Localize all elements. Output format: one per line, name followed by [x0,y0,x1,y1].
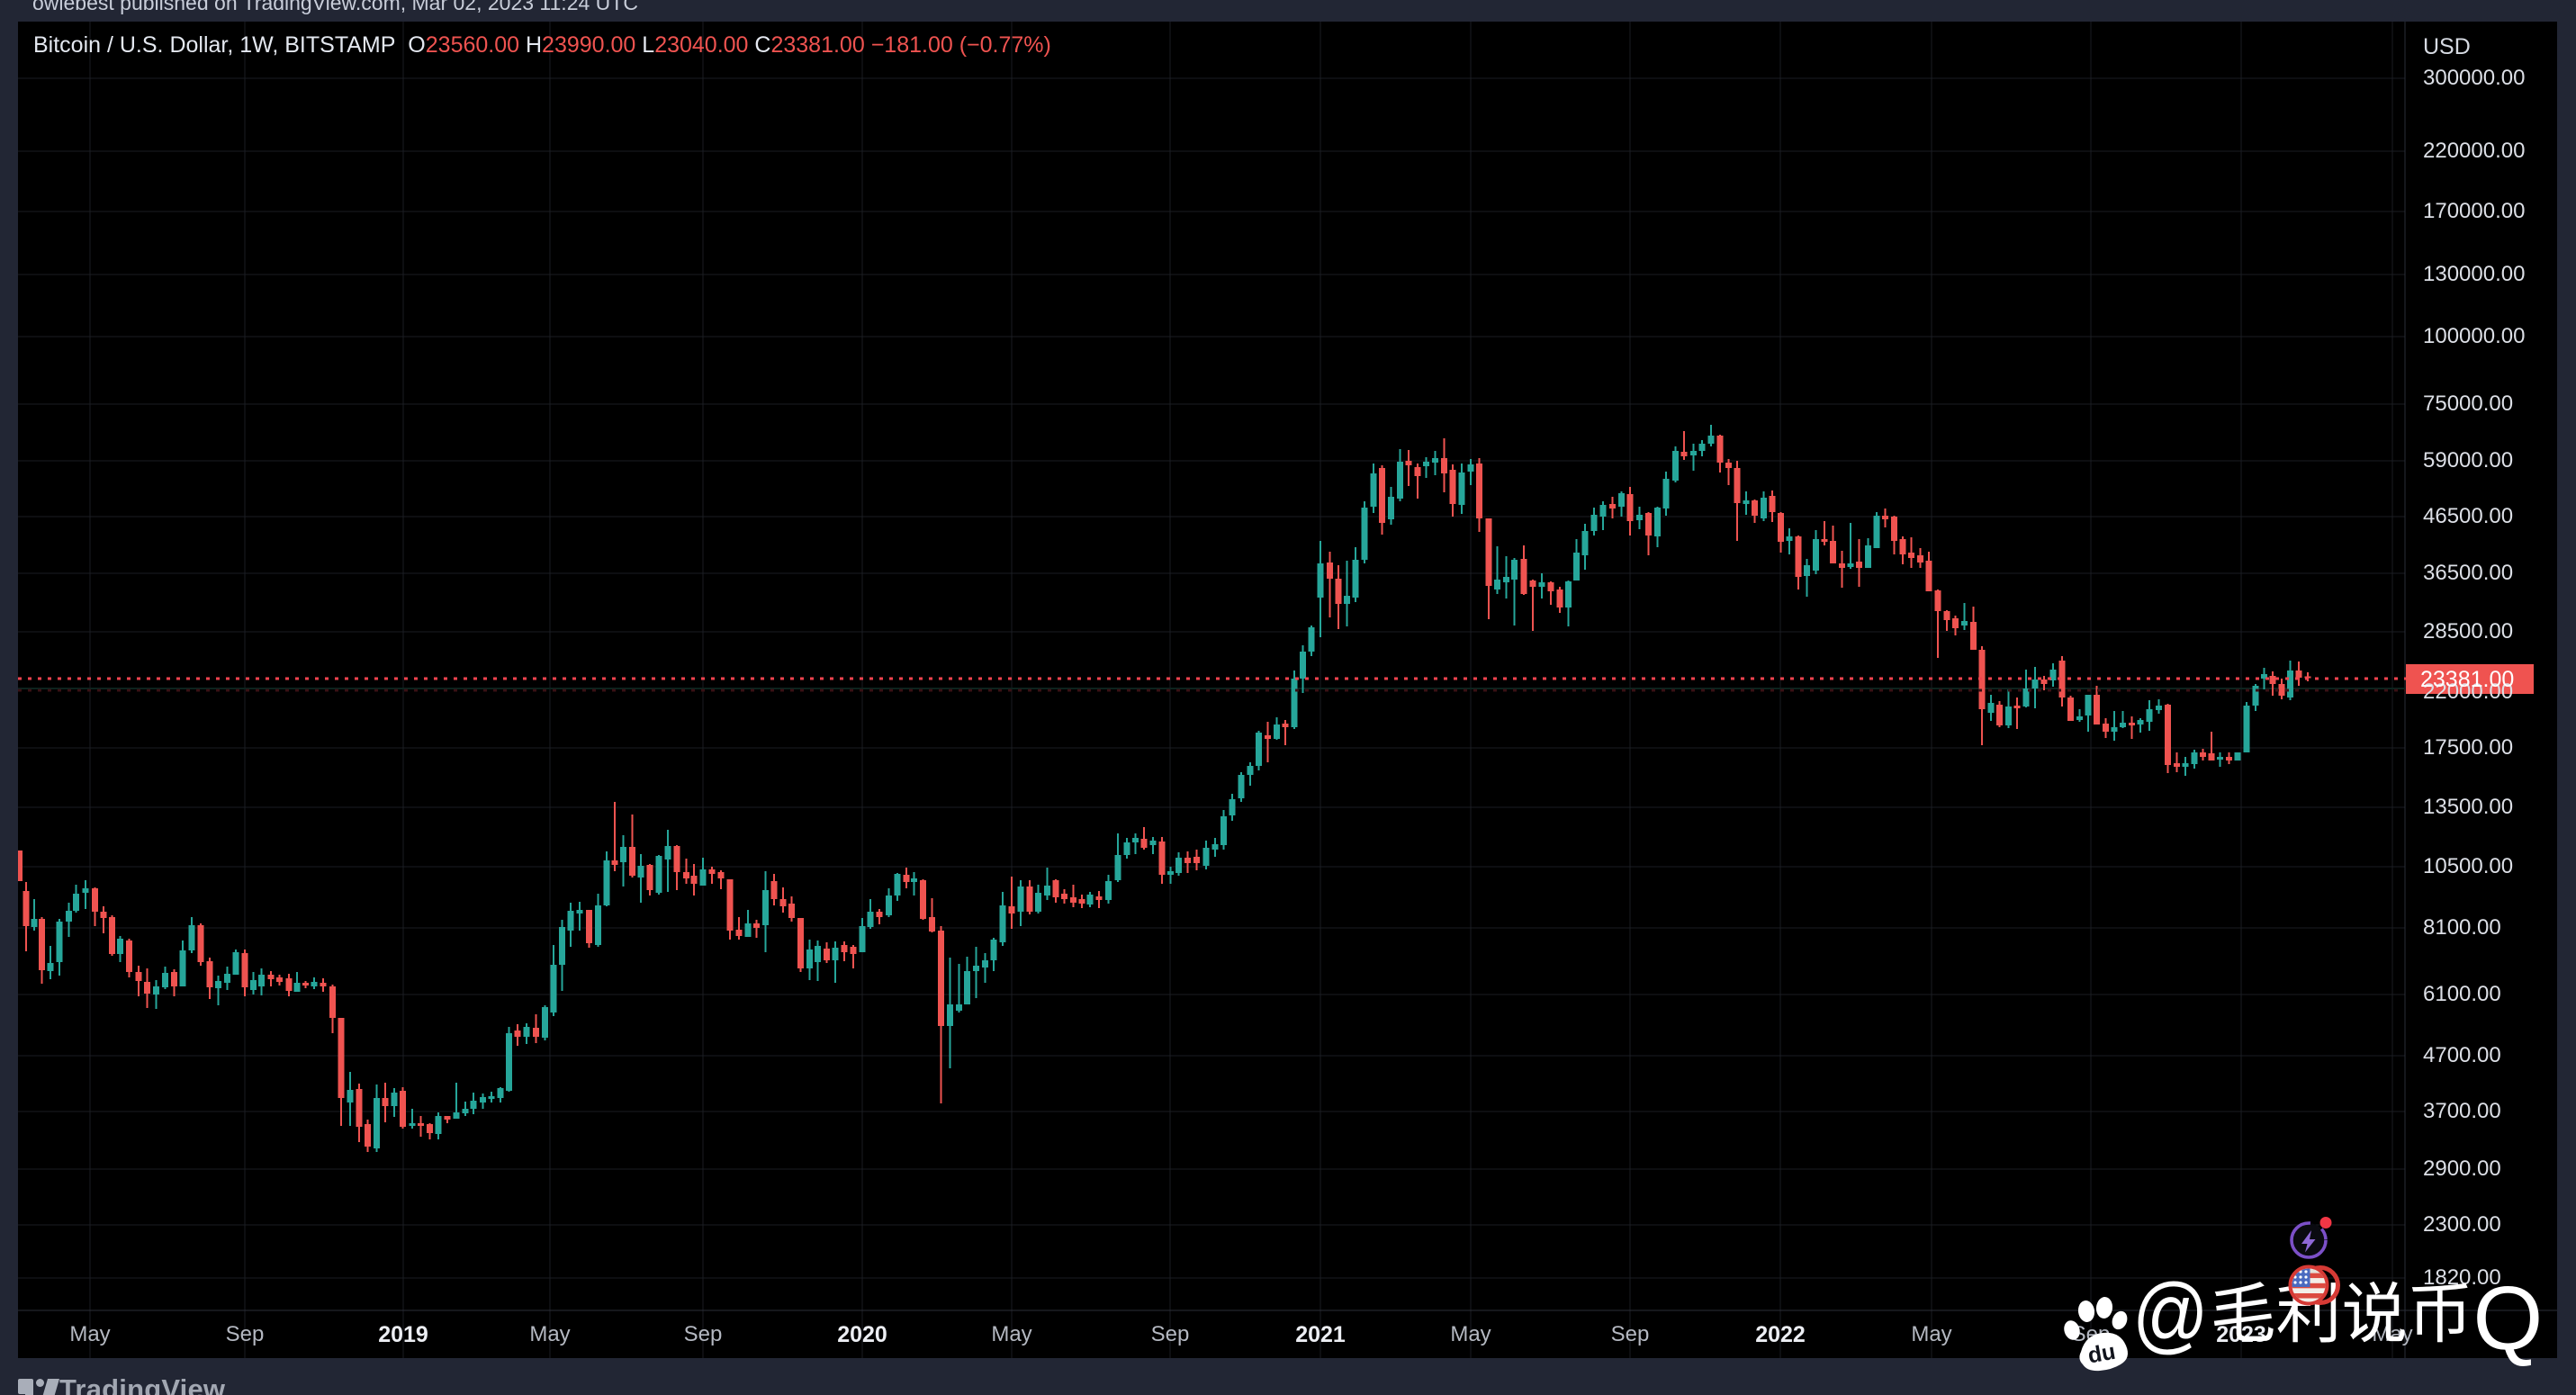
svg-text:du: du [2086,1339,2118,1369]
